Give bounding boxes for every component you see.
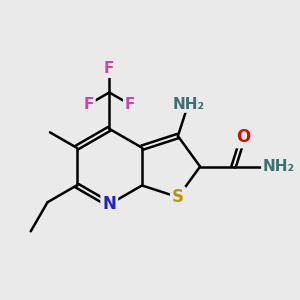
Text: NH₂: NH₂ bbox=[262, 159, 295, 174]
Text: O: O bbox=[236, 128, 250, 146]
Text: N: N bbox=[102, 195, 116, 213]
Text: F: F bbox=[125, 97, 135, 112]
Text: F: F bbox=[104, 61, 115, 76]
Text: NH₂: NH₂ bbox=[172, 97, 204, 112]
Text: S: S bbox=[172, 188, 184, 206]
Text: F: F bbox=[83, 97, 94, 112]
